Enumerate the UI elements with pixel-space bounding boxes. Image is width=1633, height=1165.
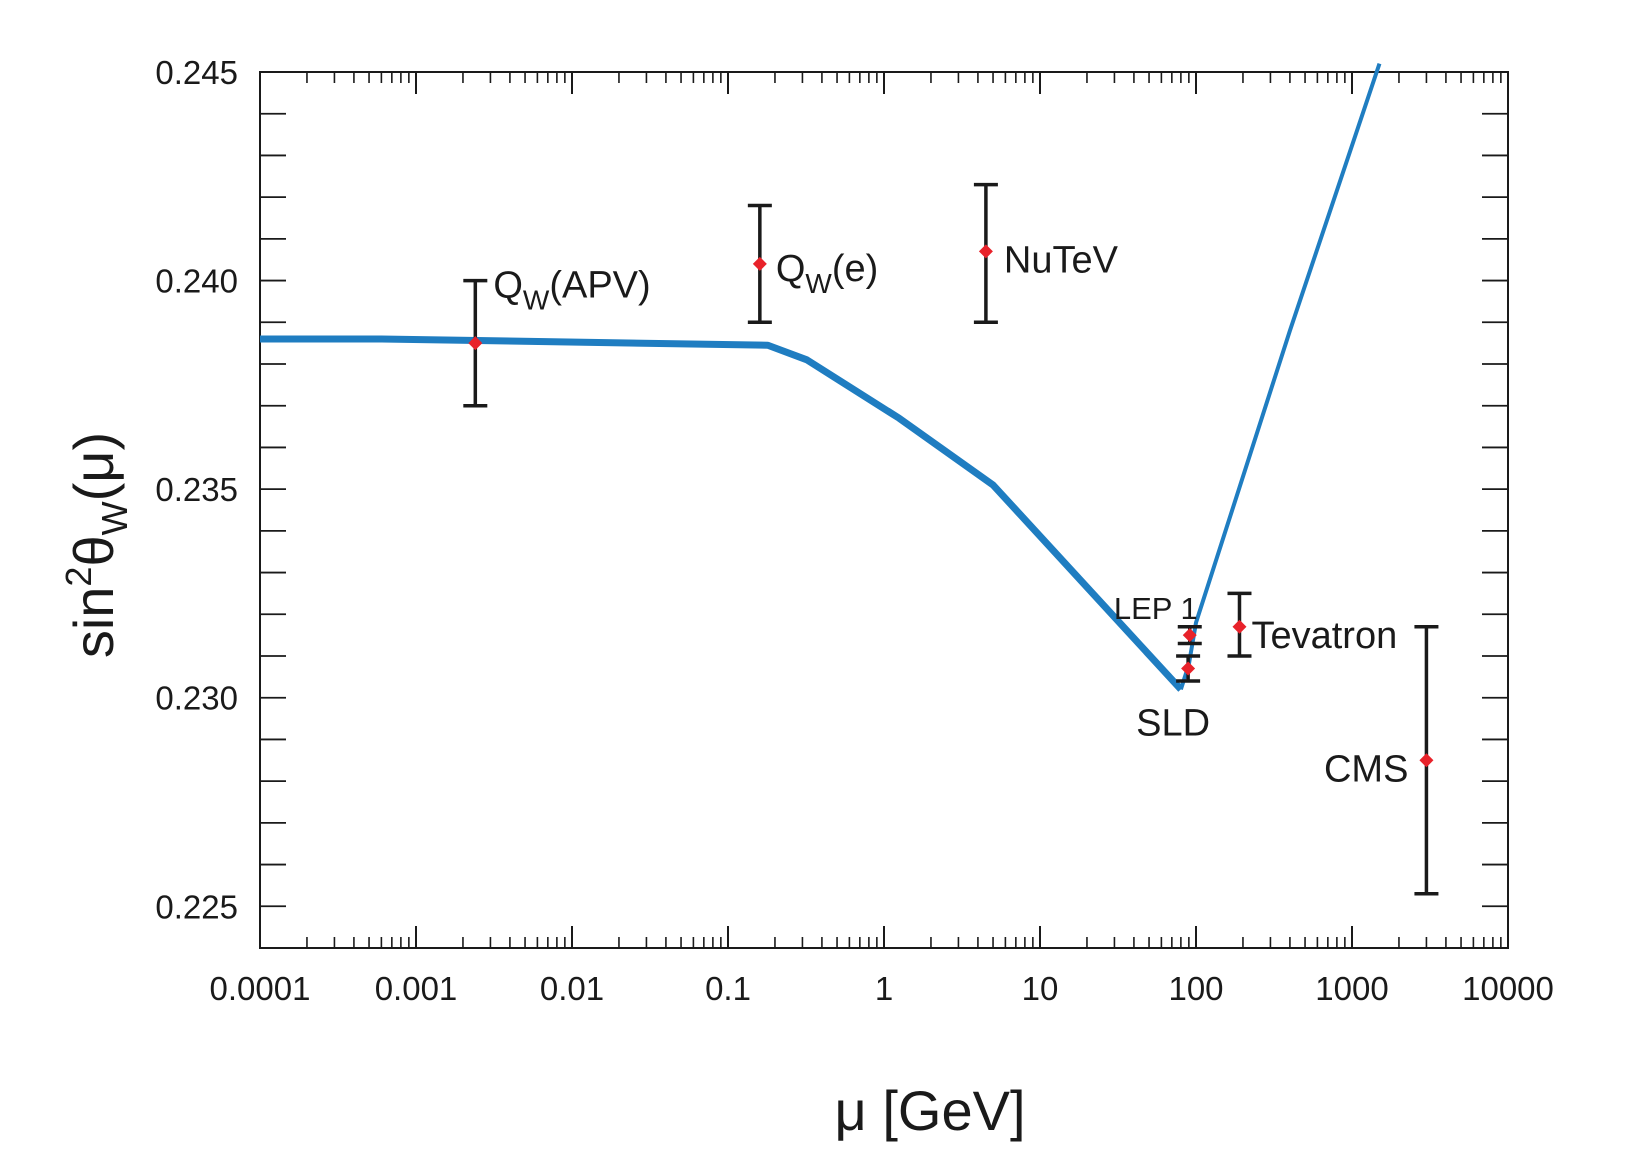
x-tick-label: 0.01	[540, 970, 604, 1007]
plot-frame	[259, 71, 1509, 949]
data-marker	[1232, 619, 1247, 634]
y-title-arg: (μ)	[62, 432, 125, 502]
data-point-qw-e-: QW(e)	[747, 203, 878, 325]
y-title-sup: 2	[58, 567, 99, 587]
y-axis-title: sin2θW(μ)	[58, 432, 135, 658]
point-label: QW(e)	[776, 248, 878, 299]
y-title-sub: W	[94, 501, 135, 535]
svg-text:sin2θW(μ): sin2θW(μ)	[58, 432, 135, 658]
running-curve-high-energy	[1178, 63, 1382, 690]
x-tick-label: 10	[1022, 970, 1059, 1007]
point-label: QW(APV)	[493, 265, 650, 316]
data-point-qw-apv-: QW(APV)	[463, 265, 651, 408]
data-marker	[752, 256, 767, 271]
data-marker	[1182, 628, 1197, 643]
point-label: SLD	[1136, 703, 1210, 745]
x-tick-label: 10000	[1462, 970, 1554, 1007]
y-tick-label: 0.245	[155, 54, 238, 91]
y-title-theta: θ	[62, 535, 125, 566]
data-point-nutev: NuTeV	[973, 182, 1119, 325]
data-marker	[1181, 661, 1196, 676]
x-tick-label: 1000	[1315, 970, 1388, 1007]
data-point-sld: SLD	[1136, 654, 1210, 745]
data-marker	[978, 244, 993, 259]
x-tick-label: 100	[1168, 970, 1223, 1007]
data-marker	[468, 336, 483, 351]
data-point-lep-1: LEP 1	[1114, 591, 1202, 646]
x-tick-label: 0.1	[705, 970, 751, 1007]
data-points-layer: QW(APV) QW(e) NuTeV LEP 1 SLD Tevatron CMS	[463, 182, 1439, 896]
point-label: CMS	[1324, 749, 1408, 791]
x-axis-title: μ [GeV]	[835, 1079, 1026, 1142]
y-tick-label: 0.235	[155, 471, 238, 508]
plot-border	[259, 71, 1509, 949]
y-title-base: sin	[62, 587, 125, 659]
data-marker	[1419, 753, 1434, 768]
x-tick-label: 1	[875, 970, 893, 1007]
point-label: Tevatron	[1251, 615, 1397, 657]
running-curve-layer	[260, 63, 1382, 692]
y-tick-label: 0.225	[155, 888, 238, 925]
data-point-tevatron: Tevatron	[1227, 591, 1397, 658]
x-tick-label: 0.0001	[210, 970, 311, 1007]
running-curve-low-energy	[260, 335, 1184, 692]
point-label: NuTeV	[1004, 240, 1119, 282]
axis-ticks	[259, 71, 1509, 949]
x-tick-label: 0.001	[375, 970, 458, 1007]
point-label: LEP 1	[1114, 591, 1198, 626]
y-tick-label: 0.230	[155, 680, 238, 717]
y-tick-label: 0.240	[155, 263, 238, 300]
axis-tick-labels: 0.0001 0.001 0.01 0.1 1 10 100 1000 10000 0.225 0.…	[155, 54, 1553, 1007]
data-point-cms: CMS	[1324, 625, 1439, 896]
